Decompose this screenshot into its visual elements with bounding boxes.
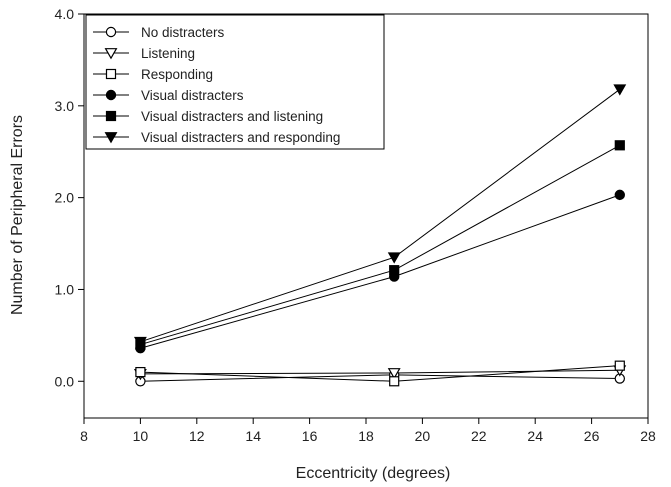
data-point-visual-distracters-and-responding (133, 336, 147, 349)
data-point-visual-distracters-and-listening (389, 265, 400, 276)
y-tick-label: 4.0 (55, 6, 75, 22)
legend-marker-visual-distracters-and-listening (105, 110, 117, 122)
x-tick-label: 18 (358, 428, 374, 444)
y-tick-label: 3.0 (55, 98, 75, 114)
x-tick-label: 14 (245, 428, 261, 444)
data-point-visual-distracters-and-responding (387, 252, 401, 264)
series-layer (133, 84, 627, 387)
series-markers (133, 84, 627, 387)
axes: 8 10 12 14 16 18 20 22 24 26 28 0.0 1.0 2.0 3.0 4.0 (55, 6, 656, 444)
legend-label-listening: Listening (141, 46, 195, 61)
y-tick-label: 2.0 (55, 190, 75, 206)
x-tick-label: 16 (302, 428, 318, 444)
series-line-visual-distracters (140, 194, 620, 349)
legend-label-visual-distracters-and-responding: Visual distracters and responding (141, 130, 340, 145)
legend-marker-visual-distracters (105, 89, 117, 101)
legend-marker-visual-distracters-and-responding (104, 132, 118, 144)
y-tick-label: 1.0 (55, 281, 75, 297)
x-tick-label: 20 (415, 428, 431, 444)
x-axis-label: Eccentricity (degrees) (296, 465, 451, 482)
x-tick-label: 8 (80, 428, 88, 444)
x-tick-label: 28 (640, 428, 656, 444)
legend-marker-no-distracters (105, 26, 117, 38)
data-point-responding (135, 366, 146, 378)
legend-box (85, 14, 385, 150)
x-tick-label: 10 (133, 428, 149, 444)
legend: No distracters Listening Responding Visual … (85, 14, 385, 150)
data-point-visual-distracters (614, 189, 626, 201)
x-tick-label: 24 (527, 428, 543, 444)
legend-label-visual-distracters-and-listening: Visual distracters and listening (141, 109, 323, 124)
y-axis-label: Number of Peripheral Errors (9, 115, 26, 315)
data-point-visual-distracters-and-responding (613, 84, 627, 96)
x-tick-label: 12 (189, 428, 205, 444)
series-line-visual-distracters-and-listening (140, 144, 621, 346)
legend-marker-responding (105, 68, 117, 80)
legend-label-responding: Responding (141, 67, 213, 82)
x-tick-label: 22 (471, 428, 487, 444)
data-point-listening (387, 368, 401, 380)
legend-marker-listening (104, 48, 118, 60)
legend-label-no-distracters: No distracters (141, 25, 225, 40)
data-point-visual-distracters-and-listening (614, 140, 625, 151)
x-tick-label: 26 (584, 428, 600, 444)
y-tick-label: 0.0 (55, 373, 75, 389)
data-point-responding (389, 376, 400, 387)
legend-label-visual-distracters: Visual distracters (141, 88, 244, 103)
data-point-responding (614, 360, 625, 371)
